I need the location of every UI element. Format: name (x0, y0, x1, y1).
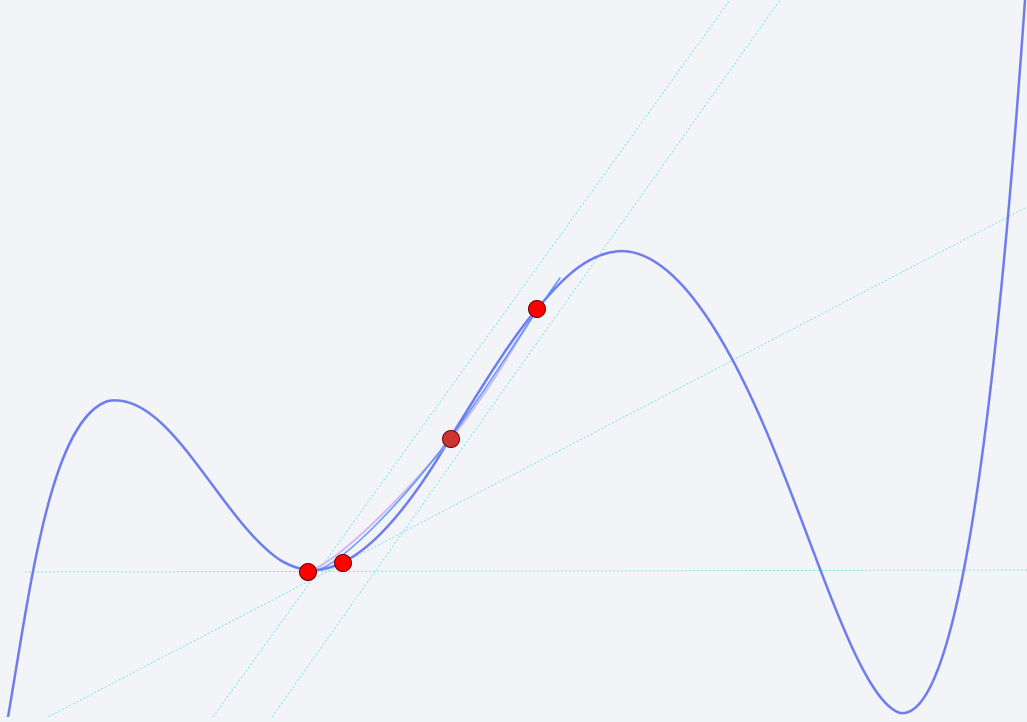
tangent-line-4 (271, 0, 781, 718)
secant-curve (307, 308, 538, 573)
point-b[interactable] (334, 554, 352, 572)
point-c[interactable] (442, 430, 460, 448)
tangent-line-1 (24, 569, 1027, 573)
point-a[interactable] (299, 563, 317, 581)
point-d[interactable] (528, 300, 546, 318)
function-curve (6, 0, 1027, 719)
tangent-line-3 (212, 0, 731, 718)
highlight-curve (317, 277, 561, 571)
